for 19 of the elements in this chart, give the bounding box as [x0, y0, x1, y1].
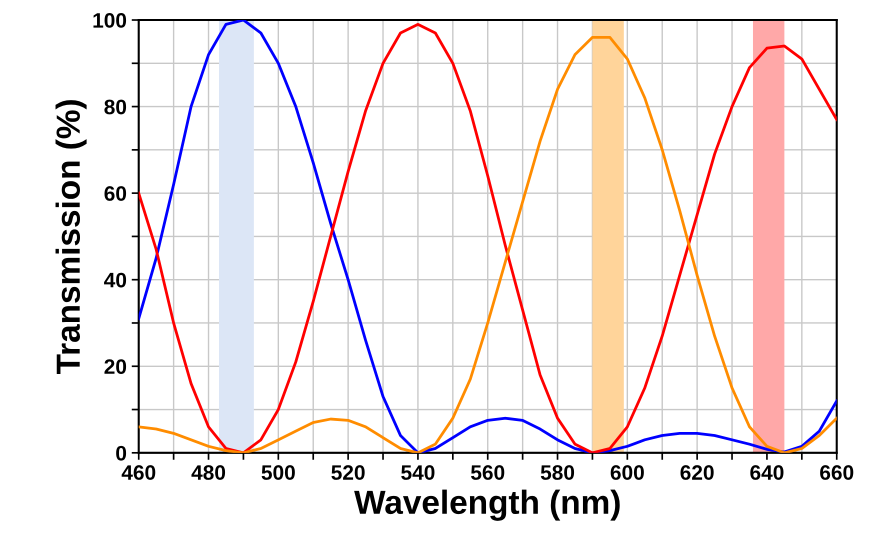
- x-tick-label: 580: [540, 465, 574, 480]
- x-tick-label: 520: [331, 465, 365, 480]
- x-tick-label: 620: [680, 465, 714, 480]
- x-tick-label: 460: [122, 465, 156, 480]
- y-tick-label: 0: [116, 446, 126, 461]
- y-tick-label: 20: [104, 359, 126, 374]
- x-tick-label: 640: [750, 465, 784, 480]
- x-tick-label: 600: [610, 465, 644, 480]
- y-tick-label: 80: [104, 100, 126, 114]
- x-tick-label: 480: [191, 465, 226, 480]
- x-tick-label: 660: [820, 465, 854, 480]
- y-tick-label: 100: [93, 13, 126, 28]
- x-tick-label: 500: [262, 465, 295, 480]
- x-tick-label: 540: [401, 465, 434, 480]
- y-axis-title: Transmission (%): [56, 100, 87, 374]
- x-axis-title: Wavelength (nm): [354, 490, 620, 521]
- y-tick-label: 40: [104, 272, 126, 288]
- y-tick-label: 60: [104, 186, 126, 201]
- x-tick-label: 560: [470, 465, 504, 480]
